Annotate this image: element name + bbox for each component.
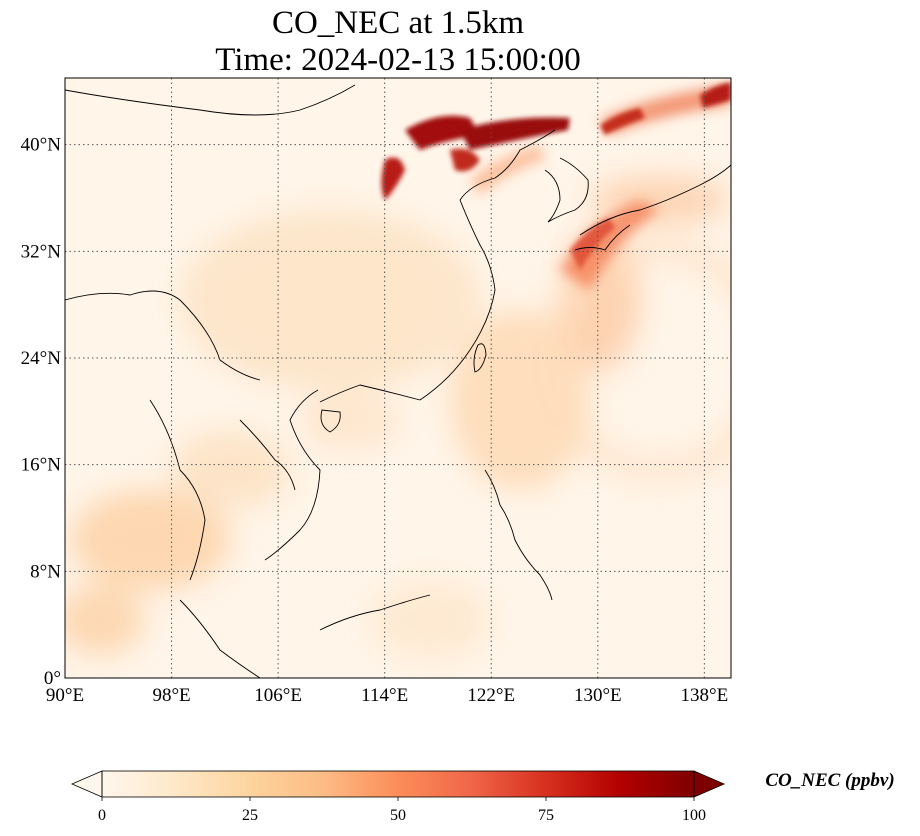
colorbar-ticks: 0 25 50 75 100 xyxy=(98,797,706,824)
colorbar-tick-label: 25 xyxy=(242,807,258,824)
high-concentration-plumes xyxy=(381,82,731,270)
land-border-mongolia xyxy=(65,84,356,116)
taiwan-island xyxy=(473,343,487,373)
china-coastline xyxy=(419,129,556,401)
malay-peninsula-coastline xyxy=(179,599,261,678)
borneo-coastline xyxy=(319,594,431,631)
colorbar-extend-min xyxy=(70,770,103,798)
korea-coastline xyxy=(544,157,589,223)
south-china-coastline xyxy=(319,384,421,403)
lat-tick-label: 24°N xyxy=(21,348,62,369)
gridlines xyxy=(65,78,731,678)
vietnam-coastline xyxy=(264,389,321,561)
hainan-island xyxy=(320,409,341,433)
colorbar-gradient xyxy=(102,771,694,797)
lon-tick-label: 138°E xyxy=(681,685,729,706)
longitude-tick-labels: 90°E 98°E 106°E 114°E 122°E 130°E 138°E xyxy=(46,685,728,706)
lon-tick-label: 130°E xyxy=(574,685,622,706)
philippines-coastline xyxy=(484,469,553,601)
latitude-tick-labels: 0° 8°N 16°N 24°N 32°N 40°N xyxy=(21,135,62,689)
land-border-north xyxy=(65,290,261,381)
land-border-myanmar xyxy=(149,399,206,581)
lon-tick-label: 90°E xyxy=(46,685,84,706)
colorbar-tick-label: 50 xyxy=(390,807,406,824)
map-title: CO_NEC at 1.5km xyxy=(271,5,525,41)
colorbar-label: CO_NEC (ppbv) xyxy=(765,770,895,791)
colorbar-extend-max xyxy=(693,770,726,798)
japan-coastline-south xyxy=(574,224,631,251)
map-subtitle-time: Time: 2024-02-13 15:00:00 xyxy=(215,42,581,78)
diffuse-plumes xyxy=(65,175,731,660)
coastlines xyxy=(65,84,731,678)
lon-tick-label: 98°E xyxy=(152,685,190,706)
map-frame xyxy=(64,77,732,679)
lon-tick-label: 114°E xyxy=(361,685,408,706)
lon-tick-label: 122°E xyxy=(467,685,515,706)
land-border-laos xyxy=(239,419,296,491)
japan-coastline-north xyxy=(579,164,731,236)
lat-tick-label: 0° xyxy=(44,668,61,689)
colorbar: 0 25 50 75 100 xyxy=(70,770,726,824)
colorbar-tick-label: 75 xyxy=(538,807,554,824)
colorbar-tick-label: 100 xyxy=(682,807,706,824)
lon-tick-label: 106°E xyxy=(254,685,302,706)
lat-tick-label: 8°N xyxy=(30,561,61,582)
concentration-field xyxy=(65,78,731,678)
lat-tick-label: 40°N xyxy=(21,135,62,156)
lat-tick-label: 16°N xyxy=(21,455,62,476)
lat-tick-label: 32°N xyxy=(21,241,62,262)
colorbar-tick-label: 0 xyxy=(98,807,106,824)
